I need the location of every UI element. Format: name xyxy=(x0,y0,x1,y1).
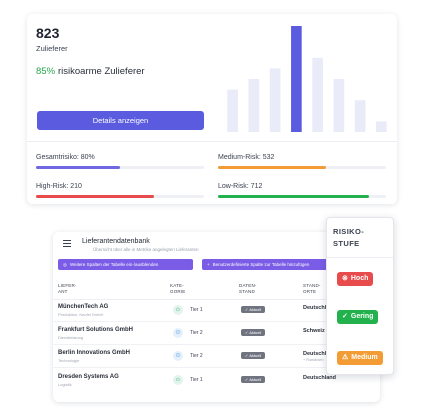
risk-badge-medium[interactable]: ⚠ Medium xyxy=(337,351,383,365)
table-row[interactable]: Frankfurt Solutions GmbH Dienstleistung … xyxy=(53,323,380,345)
people-icon: ☺ xyxy=(173,328,183,338)
chart-bar-8 xyxy=(376,121,387,132)
button-label: Weitere Spalten der Tabelle ein-/ausblen… xyxy=(69,262,159,267)
chart-bar-1 xyxy=(227,89,238,132)
eye-icon: ◎ xyxy=(63,262,67,267)
chart-bar-4 xyxy=(291,26,302,132)
chart-bar-6 xyxy=(333,79,345,132)
metric-progress-track xyxy=(36,195,204,198)
table-row[interactable]: Dresden Systems AG Logistik ☼ Tier 1 ✓ A… xyxy=(53,370,380,392)
supplier-name: Frankfurt Solutions GmbH xyxy=(58,327,133,333)
risk-badge-label: Gering xyxy=(350,313,374,320)
risk-distribution-chart xyxy=(227,26,387,132)
alert-circle-icon: ⊗ xyxy=(342,275,348,282)
supplier-database-table: Lieferantendatenbank Übersicht über alle… xyxy=(53,232,380,402)
add-custom-column-button[interactable]: + Benutzerdefinierte Spalte zur Tabelle h… xyxy=(202,259,334,270)
supplier-count-unit: Zulieferer xyxy=(36,44,68,53)
low-risk-percent: 85% xyxy=(36,66,56,77)
table-row[interactable]: Berlin Innovations GmbH Technologie ☺ Ti… xyxy=(53,346,380,368)
divider xyxy=(27,141,397,142)
risk-level-column: RISIKO-STUFE ⊗ Hoch ✓ Gering ⚠ Medium xyxy=(326,217,394,375)
metric-medium-risk: Medium-Risk: 532 xyxy=(218,154,386,169)
column-header-supplier[interactable]: LIEFER- ANT xyxy=(58,283,77,294)
supplier-sector: Logistik xyxy=(58,382,72,387)
metric-total-risk: Gesamtrisiko: 80% xyxy=(36,154,204,169)
metric-label: Gesamtrisiko: 80% xyxy=(36,154,95,161)
metric-high-risk: High-Risk: 210 xyxy=(36,183,204,198)
warning-icon: ⚠ xyxy=(342,354,349,361)
location: Deutschland xyxy=(303,305,337,311)
low-risk-rate: 85% risikoarme Zulieferer xyxy=(36,66,145,77)
supplier-sector: Technologie xyxy=(58,358,80,363)
metric-label: Low-Risk: 712 xyxy=(218,183,263,190)
location: Deutschland xyxy=(303,351,337,357)
chart-bar-3 xyxy=(269,68,281,132)
chart-bar-7 xyxy=(354,100,366,132)
status-badge: ✓ Aktuell xyxy=(241,352,266,359)
sun-icon: ☼ xyxy=(173,305,183,315)
metric-progress-fill xyxy=(218,166,326,169)
supplier-summary-card: 823 Zulieferer 85% risikoarme Zulieferer … xyxy=(27,14,397,204)
status-badge: ✓ Aktuell xyxy=(241,306,266,313)
location: Schweiz xyxy=(303,328,325,334)
tier-label: Tier 1 xyxy=(190,377,203,383)
metric-progress-fill xyxy=(218,195,370,198)
risk-badge-label: Hoch xyxy=(350,275,369,282)
chart-bar-2 xyxy=(248,79,260,132)
risk-badge-low[interactable]: ✓ Gering xyxy=(337,310,379,324)
menu-icon[interactable] xyxy=(63,240,71,249)
status-badge: ✓ Aktuell xyxy=(241,376,266,383)
sun-icon: ☼ xyxy=(173,375,183,385)
tier-label: Tier 1 xyxy=(190,307,203,313)
metric-progress-fill xyxy=(36,166,120,169)
show-details-button[interactable]: Details anzeigen xyxy=(37,111,204,130)
risk-badge-high[interactable]: ⊗ Hoch xyxy=(337,272,374,286)
metric-label: Medium-Risk: 532 xyxy=(218,154,275,161)
metric-progress-track xyxy=(218,195,386,198)
low-risk-label: risikoarme Zulieferer xyxy=(58,66,145,77)
chart-bar-5 xyxy=(312,57,323,132)
tier-label: Tier 2 xyxy=(190,330,203,336)
location-secondary: + Rumänien xyxy=(303,358,324,362)
plus-icon: + xyxy=(207,262,210,267)
supplier-count: 823 xyxy=(36,25,60,41)
table-row[interactable]: MünchenTech AG Produktion, Keufel GmbH ☼… xyxy=(53,300,380,322)
metric-label: High-Risk: 210 xyxy=(36,183,82,190)
risk-badge-label: Medium xyxy=(351,354,378,361)
divider xyxy=(53,299,380,300)
supplier-name: Berlin Innovations GmbH xyxy=(58,350,131,356)
status-badge: ✓ Aktuell xyxy=(241,329,266,336)
column-header-locations[interactable]: STAND- ORTE xyxy=(303,283,321,294)
column-header-data-status[interactable]: DATEN- STAND xyxy=(239,283,257,294)
metric-progress-track xyxy=(218,166,386,169)
risk-level-header: RISIKO-STUFE xyxy=(333,227,365,248)
supplier-sector: Dienstleistung xyxy=(58,335,84,340)
supplier-sector: Produktion, Keufel GmbH xyxy=(58,312,104,317)
check-icon: ✓ xyxy=(342,313,348,320)
location: Deutschland xyxy=(303,375,337,381)
tier-label: Tier 2 xyxy=(190,353,203,359)
people-icon: ☺ xyxy=(173,351,183,361)
table-subtitle: Übersicht über alle in Metrike angelegte… xyxy=(93,247,199,252)
supplier-name: MünchenTech AG xyxy=(58,304,109,310)
metric-progress-fill xyxy=(36,195,154,198)
metric-low-risk: Low-Risk: 712 xyxy=(218,183,386,198)
table-title: Lieferantendatenbank xyxy=(82,238,150,245)
column-header-category[interactable]: KATE- GORIE xyxy=(170,283,186,294)
toggle-columns-button[interactable]: ◎ Weitere Spalten der Tabelle ein-/ausble… xyxy=(58,259,193,270)
supplier-name: Dresden Systems AG xyxy=(58,374,119,380)
button-label: Benutzerdefinierte Spalte zur Tabelle hi… xyxy=(212,262,310,267)
divider xyxy=(327,257,393,258)
metric-progress-track xyxy=(36,166,204,169)
